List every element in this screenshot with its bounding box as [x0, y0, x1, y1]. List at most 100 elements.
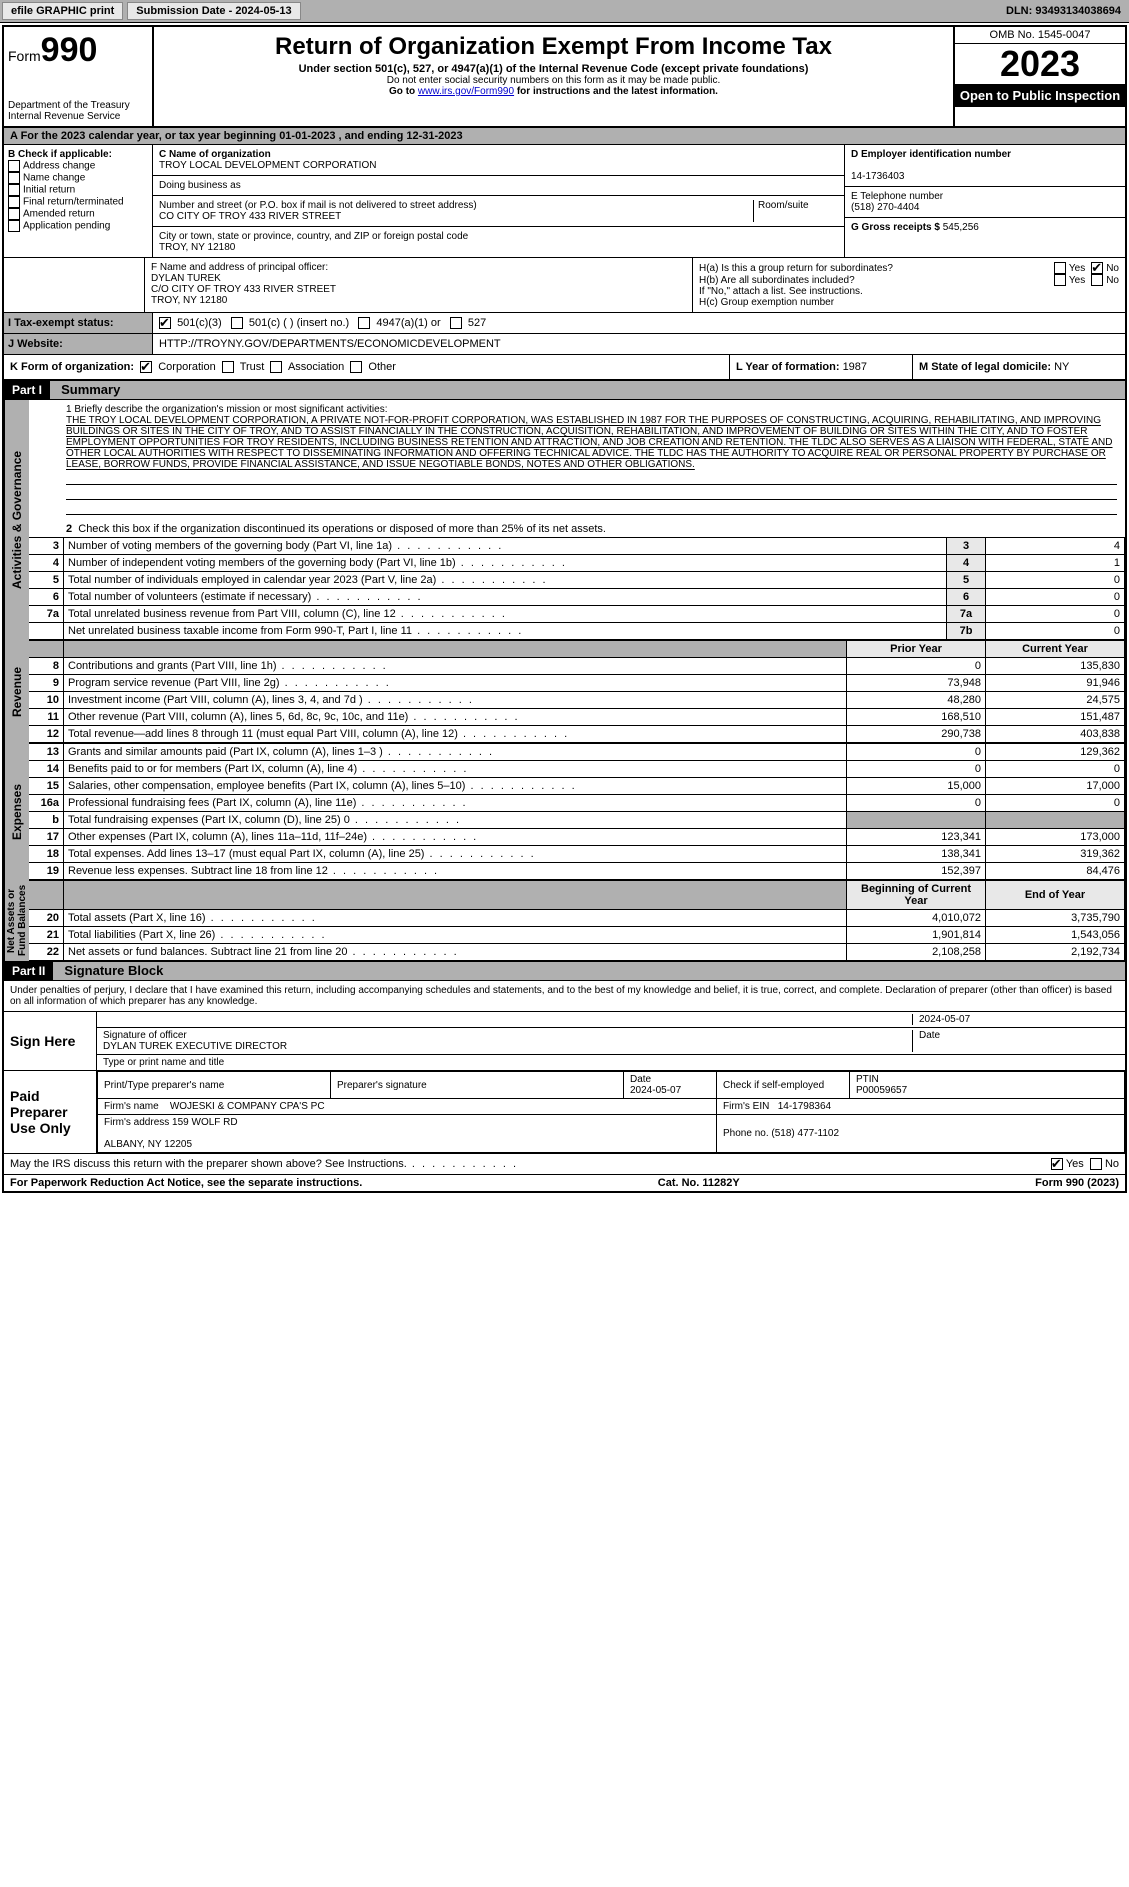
chk-501c[interactable]: [231, 317, 243, 329]
page-footer: For Paperwork Reduction Act Notice, see …: [4, 1175, 1125, 1191]
paid-preparer-row: Paid Preparer Use Only Print/Type prepar…: [4, 1071, 1125, 1154]
col-d-ein: D Employer identification number 14-1736…: [844, 145, 1125, 257]
form-subtitle: Under section 501(c), 527, or 4947(a)(1)…: [162, 63, 945, 75]
irs-label: Internal Revenue Service: [8, 111, 148, 122]
hb-yes[interactable]: [1054, 274, 1066, 286]
table-row: 13Grants and similar amounts paid (Part …: [29, 744, 1125, 761]
table-row: 6Total number of volunteers (estimate if…: [29, 589, 1125, 606]
table-row: 4Number of independent voting members of…: [29, 555, 1125, 572]
table-row: 22Net assets or fund balances. Subtract …: [29, 944, 1125, 961]
ssn-warning: Do not enter social security numbers on …: [162, 75, 945, 86]
header-left: Form990 Department of the Treasury Inter…: [4, 27, 154, 126]
table-row: 18Total expenses. Add lines 13–17 (must …: [29, 846, 1125, 863]
ha-yes[interactable]: [1054, 262, 1066, 274]
gross-receipts: 545,256: [943, 222, 979, 233]
l-year: L Year of formation: 1987: [729, 355, 912, 379]
activities-governance-section: Activities & Governance 1 Briefly descri…: [4, 400, 1125, 640]
discuss-row: May the IRS discuss this return with the…: [4, 1154, 1125, 1175]
street-address: CO CITY OF TROY 433 RIVER STREET: [159, 211, 341, 222]
website-value: HTTP://TROYNY.GOV/DEPARTMENTS/ECONOMICDE…: [153, 334, 1125, 354]
form-header: Form990 Department of the Treasury Inter…: [4, 27, 1125, 128]
firm-phone: (518) 477-1102: [771, 1128, 839, 1139]
q2-row: 2 Check this box if the organization dis…: [28, 521, 1125, 537]
chk-4947[interactable]: [358, 317, 370, 329]
chk-other[interactable]: [350, 361, 362, 373]
dba-box: Doing business as: [153, 176, 844, 196]
city-state-zip: TROY, NY 12180: [159, 242, 235, 253]
table-row: 11Other revenue (Part VIII, column (A), …: [29, 709, 1125, 726]
header-title-block: Return of Organization Exempt From Incom…: [154, 27, 953, 126]
org-name: TROY LOCAL DEVELOPMENT CORPORATION: [159, 160, 376, 171]
chk-initial[interactable]: Initial return: [8, 184, 148, 196]
group-return-box: H(a) Is this a group return for subordin…: [693, 258, 1125, 312]
table-row: 9Program service revenue (Part VIII, lin…: [29, 675, 1125, 692]
header-right: OMB No. 1545-0047 2023 Open to Public In…: [953, 27, 1125, 126]
expenses-section: Expenses 13Grants and similar amounts pa…: [4, 743, 1125, 880]
sign-here-row: Sign Here 2024-05-07 Signature of office…: [4, 1012, 1125, 1071]
dln-label: DLN: 93493134038694: [1006, 5, 1127, 17]
chk-name[interactable]: Name change: [8, 172, 148, 184]
chk-pending[interactable]: Application pending: [8, 220, 148, 232]
table-row: 3Number of voting members of the governi…: [29, 538, 1125, 555]
inspection-badge: Open to Public Inspection: [955, 84, 1125, 107]
col-b-checkboxes: B Check if applicable: Address change Na…: [4, 145, 153, 257]
chk-amended[interactable]: Amended return: [8, 208, 148, 220]
chk-address[interactable]: Address change: [8, 160, 148, 172]
form-title: Return of Organization Exempt From Incom…: [162, 33, 945, 61]
table-row: 20Total assets (Part X, line 16)4,010,07…: [29, 910, 1125, 927]
ein-value: 14-1736403: [851, 171, 904, 182]
form-container: Form990 Department of the Treasury Inter…: [2, 25, 1127, 1193]
col-c-org: C Name of organization TROY LOCAL DEVELO…: [153, 145, 844, 257]
expenses-table: 13Grants and similar amounts paid (Part …: [28, 743, 1125, 880]
table-row: 17Other expenses (Part IX, column (A), l…: [29, 829, 1125, 846]
net-assets-table: Beginning of Current Year End of Year 20…: [28, 880, 1125, 961]
k-form-org: K Form of organization: Corporation Trus…: [4, 355, 729, 379]
mission-text: THE TROY LOCAL DEVELOPMENT CORPORATION, …: [66, 415, 1117, 470]
form-number: Form990: [8, 31, 148, 70]
omb-number: OMB No. 1545-0047: [955, 27, 1125, 44]
chk-assoc[interactable]: [270, 361, 282, 373]
officer-name: DYLAN TUREK EXECUTIVE DIRECTOR: [103, 1041, 287, 1052]
row-j-website: J Website: HTTP://TROYNY.GOV/DEPARTMENTS…: [4, 334, 1125, 355]
table-row: 5Total number of individuals employed in…: [29, 572, 1125, 589]
irs-link[interactable]: www.irs.gov/Form990: [418, 86, 514, 97]
chk-corp[interactable]: [140, 361, 152, 373]
revenue-table: Prior Year Current Year 8Contributions a…: [28, 640, 1125, 743]
chk-trust[interactable]: [222, 361, 234, 373]
street-box: Number and street (or P.O. box if mail i…: [153, 196, 844, 227]
org-name-box: C Name of organization TROY LOCAL DEVELO…: [153, 145, 844, 176]
perjury-declaration: Under penalties of perjury, I declare th…: [4, 981, 1125, 1012]
hb-no[interactable]: [1091, 274, 1103, 286]
ein-box: D Employer identification number 14-1736…: [845, 145, 1125, 187]
revenue-section: Revenue Prior Year Current Year 8Contrib…: [4, 640, 1125, 743]
net-assets-section: Net Assets or Fund Balances Beginning of…: [4, 880, 1125, 961]
phone-box: E Telephone number (518) 270-4404: [845, 187, 1125, 218]
table-row: 10Investment income (Part VIII, column (…: [29, 692, 1125, 709]
row-klm: K Form of organization: Corporation Trus…: [4, 355, 1125, 380]
city-box: City or town, state or province, country…: [153, 227, 844, 257]
form-ref: Form 990 (2023): [1035, 1177, 1119, 1189]
table-row: 7aTotal unrelated business revenue from …: [29, 606, 1125, 623]
table-row: 12Total revenue—add lines 8 through 11 (…: [29, 726, 1125, 743]
firm-ein: 14-1798364: [778, 1101, 831, 1112]
table-row: Net unrelated business taxable income fr…: [29, 623, 1125, 640]
chk-501c3[interactable]: [159, 317, 171, 329]
governance-table: 3Number of voting members of the governi…: [28, 537, 1125, 640]
efile-button[interactable]: efile GRAPHIC print: [2, 2, 123, 20]
table-row: 16aProfessional fundraising fees (Part I…: [29, 795, 1125, 812]
gross-receipts-box: G Gross receipts $ 545,256: [845, 218, 1125, 237]
m-state: M State of legal domicile: NY: [912, 355, 1125, 379]
row-a-period: A For the 2023 calendar year, or tax yea…: [4, 128, 1125, 145]
submission-date-button[interactable]: Submission Date - 2024-05-13: [127, 2, 300, 20]
table-row: 21Total liabilities (Part X, line 26)1,9…: [29, 927, 1125, 944]
principal-officer: F Name and address of principal officer:…: [145, 258, 693, 312]
chk-final[interactable]: Final return/terminated: [8, 196, 148, 208]
ha-no[interactable]: [1091, 262, 1103, 274]
discuss-yes[interactable]: [1051, 1158, 1063, 1170]
toolbar: efile GRAPHIC print Submission Date - 20…: [0, 0, 1129, 23]
table-row: bTotal fundraising expenses (Part IX, co…: [29, 812, 1125, 829]
goto-line: Go to www.irs.gov/Form990 for instructio…: [162, 86, 945, 97]
discuss-no[interactable]: [1090, 1158, 1102, 1170]
chk-527[interactable]: [450, 317, 462, 329]
mission-block: 1 Briefly describe the organization's mi…: [28, 400, 1125, 521]
